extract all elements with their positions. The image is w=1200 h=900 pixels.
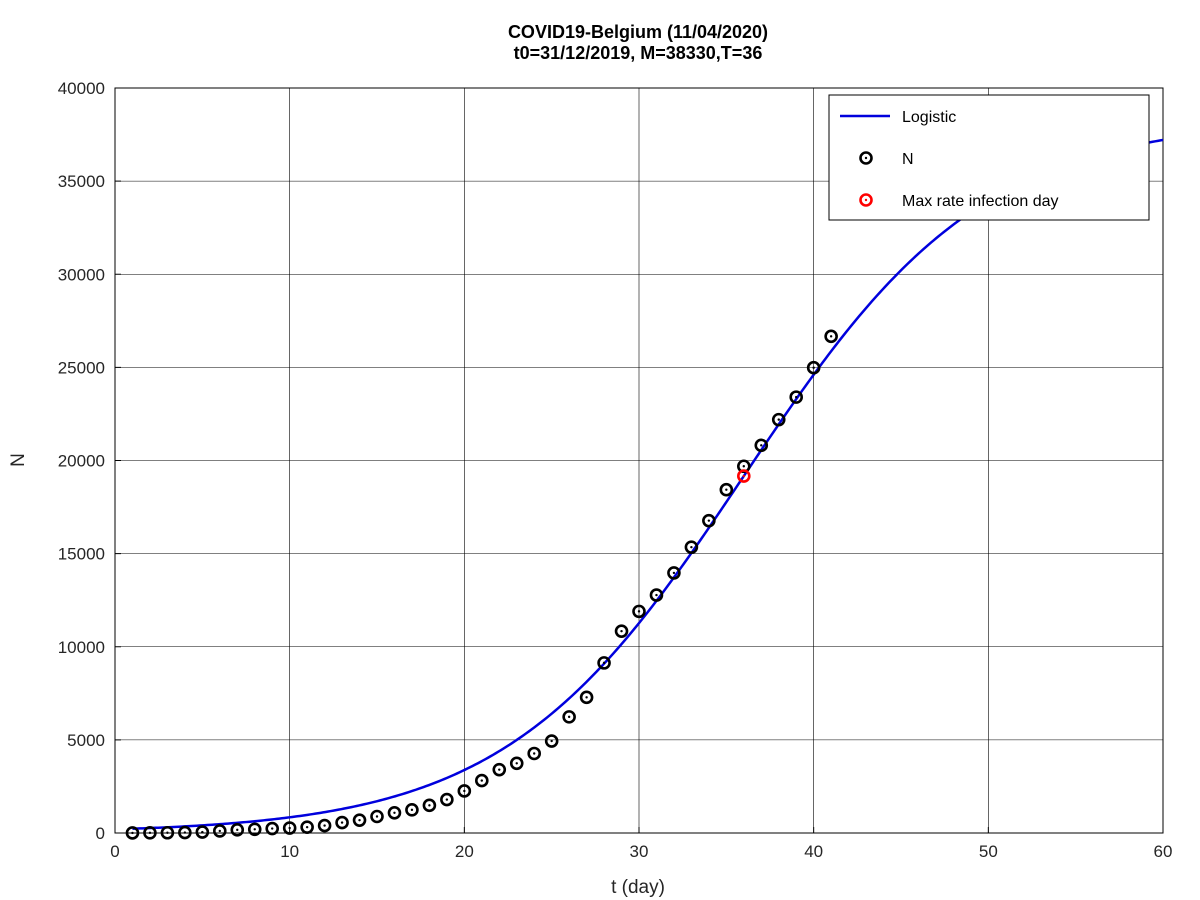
- data-point: [178, 825, 192, 840]
- y-tick-label: 40000: [58, 79, 105, 98]
- legend-max-rate-swatch: [859, 193, 873, 207]
- data-point: [213, 824, 227, 838]
- y-tick-label: 0: [96, 824, 105, 843]
- data-point: [632, 604, 646, 619]
- y-tick-label: 15000: [58, 545, 105, 564]
- y-axis-label: N: [8, 453, 29, 467]
- x-tick-label: 30: [630, 842, 649, 861]
- data-point: [440, 792, 454, 807]
- data-point: [457, 784, 472, 798]
- y-tick-label: 25000: [58, 358, 105, 377]
- data-point: [422, 798, 437, 813]
- data-point: [667, 566, 681, 580]
- data-point: [247, 822, 262, 837]
- data-point: [719, 482, 734, 497]
- data-point: [474, 773, 489, 788]
- data-point: [370, 809, 384, 824]
- data-point: [405, 803, 419, 817]
- data-point: [160, 825, 175, 840]
- data-point: [387, 805, 402, 820]
- max-rate-point: [736, 469, 751, 483]
- data-point: [702, 513, 716, 528]
- legend-observed-marker: [859, 151, 873, 165]
- data-point: [597, 656, 611, 670]
- data-point: [317, 818, 332, 833]
- data-point: [562, 710, 576, 724]
- data-point: [824, 329, 838, 344]
- data-point: [579, 690, 594, 705]
- data-point: [265, 821, 280, 836]
- axis-ticks: 0 10 20 30 40 50 60 0 5000 10000 15000 20000 25000 30…: [58, 79, 1173, 861]
- data-point: [143, 826, 157, 840]
- max-rate-point-group: [736, 469, 751, 483]
- x-tick-label: 50: [979, 842, 998, 861]
- x-tick-label: 60: [1154, 842, 1173, 861]
- chart-title-line-2: t0=31/12/2019, M=38330,T=36: [514, 43, 763, 63]
- y-tick-label: 5000: [67, 731, 105, 750]
- data-point: [195, 825, 210, 839]
- data-point: [300, 820, 314, 834]
- y-tick-label: 30000: [58, 265, 105, 284]
- data-point: [771, 412, 786, 427]
- data-point: [335, 815, 349, 830]
- data-point: [492, 762, 507, 777]
- data-point: [754, 438, 769, 453]
- chart-title-line-1: COVID19-Belgium (11/04/2020): [508, 22, 768, 42]
- data-point: [614, 624, 629, 638]
- data-point: [527, 746, 542, 761]
- data-point: [282, 821, 297, 835]
- data-point: [230, 823, 245, 837]
- y-tick-label: 10000: [58, 638, 105, 657]
- data-point: [789, 390, 804, 404]
- y-tick-label: 35000: [58, 172, 105, 191]
- data-point: [509, 756, 524, 771]
- legend: Logistic N Max rate infection day: [828, 94, 1150, 221]
- data-point: [684, 540, 699, 554]
- data-point: [544, 734, 559, 748]
- x-axis-label: t (day): [611, 877, 665, 898]
- x-tick-label: 10: [280, 842, 299, 861]
- data-point: [806, 360, 821, 375]
- plot-frame: [114, 87, 1164, 834]
- x-tick-label: 0: [110, 842, 119, 861]
- data-point: [649, 588, 664, 602]
- legend-max-rate-label: Max rate infection day: [902, 193, 1059, 210]
- legend-observed-label: N: [902, 151, 914, 168]
- data-point: [352, 813, 367, 827]
- data-point: [125, 826, 140, 840]
- x-tick-label: 20: [455, 842, 474, 861]
- legend-logistic-label: Logistic: [902, 109, 956, 126]
- x-tick-label: 40: [804, 842, 823, 861]
- y-tick-label: 20000: [58, 452, 105, 471]
- observed-points: [125, 329, 838, 840]
- legend-max-rate-marker: [859, 193, 873, 207]
- legend-observed-swatch: [859, 151, 873, 165]
